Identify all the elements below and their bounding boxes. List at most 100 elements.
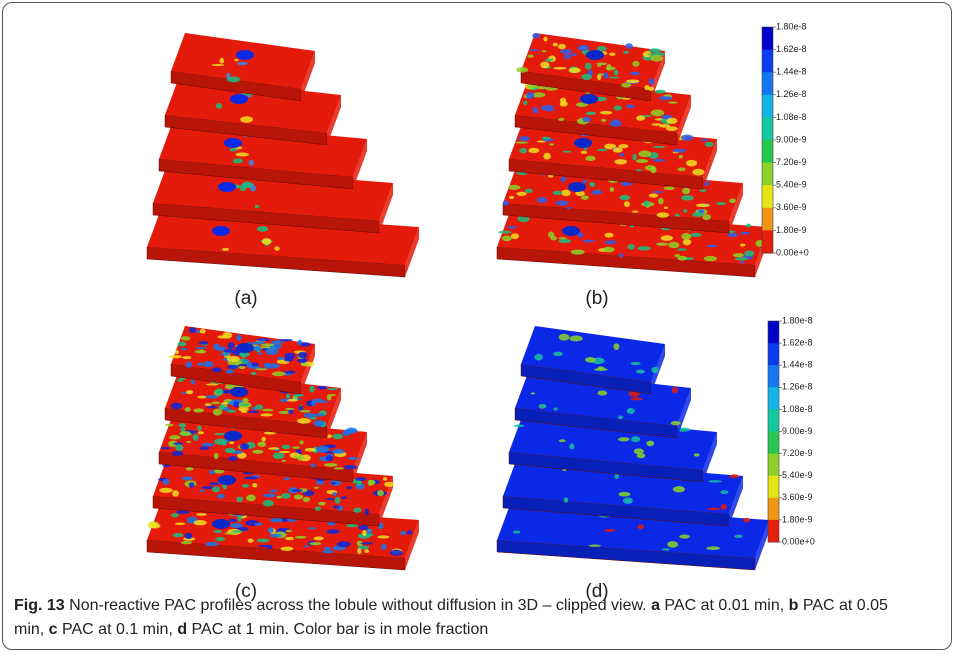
speckle [581, 73, 592, 81]
speckle [211, 401, 220, 405]
speckle [577, 232, 584, 238]
speckle [590, 190, 603, 195]
speckle [180, 427, 186, 433]
speckle [332, 492, 338, 496]
speckle [536, 85, 547, 90]
caption-run: b [788, 597, 799, 614]
speckle [242, 181, 253, 189]
speckle [193, 520, 207, 526]
core [218, 182, 236, 192]
speckle [626, 79, 640, 84]
speckle [297, 339, 303, 346]
speckle [185, 361, 193, 368]
speckle [346, 524, 358, 528]
speckle [663, 206, 668, 210]
slab-side [327, 388, 341, 438]
speckle [384, 481, 395, 487]
speckle [253, 345, 262, 352]
speckle [364, 549, 370, 554]
speckle [239, 403, 249, 406]
speckle [358, 524, 369, 531]
colorbar-segment [768, 497, 779, 521]
speckle [170, 402, 183, 410]
speckle [648, 53, 656, 56]
colorbar-label: 5.40e-9 [776, 180, 807, 190]
core [586, 50, 604, 60]
speckle [632, 60, 640, 67]
speckle [208, 470, 216, 475]
speckle [734, 534, 743, 538]
speckle [582, 239, 596, 243]
speckle [279, 398, 290, 403]
speckle [322, 400, 328, 403]
speckle [248, 159, 254, 166]
speckle [261, 436, 266, 442]
speckle [281, 444, 291, 449]
speckle [242, 359, 250, 362]
speckle [298, 405, 304, 411]
speckle [597, 366, 605, 370]
core [212, 519, 230, 529]
speckle [276, 495, 282, 499]
speckle [560, 97, 567, 104]
colorbar-label: 1.80e-9 [782, 514, 813, 524]
speckle [568, 67, 581, 73]
panel-label: (c) [235, 581, 257, 602]
speckle [544, 104, 555, 112]
speckle [229, 147, 237, 152]
speckle [168, 440, 179, 447]
speckle [553, 407, 558, 411]
speckle [223, 349, 234, 353]
speckle [658, 96, 673, 101]
speckle [703, 255, 718, 262]
speckle [224, 447, 236, 454]
speckle [227, 342, 235, 350]
speckle [284, 407, 295, 411]
speckle [214, 388, 224, 395]
speckle [672, 486, 685, 493]
speckle [656, 212, 670, 218]
speckle [720, 503, 727, 510]
speckle [234, 58, 239, 62]
speckle [211, 63, 225, 67]
speckle [720, 490, 729, 495]
speckle [357, 548, 362, 555]
panel-image [146, 33, 419, 278]
speckle [297, 357, 308, 364]
colorbar-label: 1.44e-8 [782, 360, 813, 370]
speckle [197, 395, 208, 399]
speckle [326, 387, 339, 391]
speckle [631, 210, 639, 213]
speckle [239, 365, 246, 370]
speckle [285, 370, 296, 374]
speckle [172, 490, 179, 497]
speckle [602, 246, 615, 253]
core [562, 226, 580, 236]
caption-run: PAC at 1 min. Color bar is in mole fract… [187, 621, 489, 638]
colorbar-label: 3.60e-9 [782, 492, 813, 502]
speckle [619, 194, 631, 201]
speckle [269, 533, 282, 538]
slab-side [677, 388, 691, 438]
speckle [532, 92, 546, 98]
speckle [612, 147, 623, 153]
speckle [706, 546, 721, 551]
slab-side [353, 432, 367, 482]
colorbar-label: 1.08e-8 [776, 112, 807, 122]
slab-side [379, 476, 393, 526]
speckle [230, 523, 243, 529]
speckle [240, 116, 254, 123]
slab-side [327, 95, 341, 145]
speckle [582, 179, 588, 184]
speckle [300, 409, 311, 413]
core [574, 138, 592, 148]
speckle [326, 529, 340, 534]
speckle [235, 152, 249, 157]
speckle [527, 54, 534, 58]
speckle [225, 369, 234, 374]
slab-side [703, 432, 717, 482]
speckle [604, 529, 616, 532]
speckle [278, 527, 290, 530]
panel-label: (a) [234, 288, 257, 309]
speckle [650, 54, 663, 62]
